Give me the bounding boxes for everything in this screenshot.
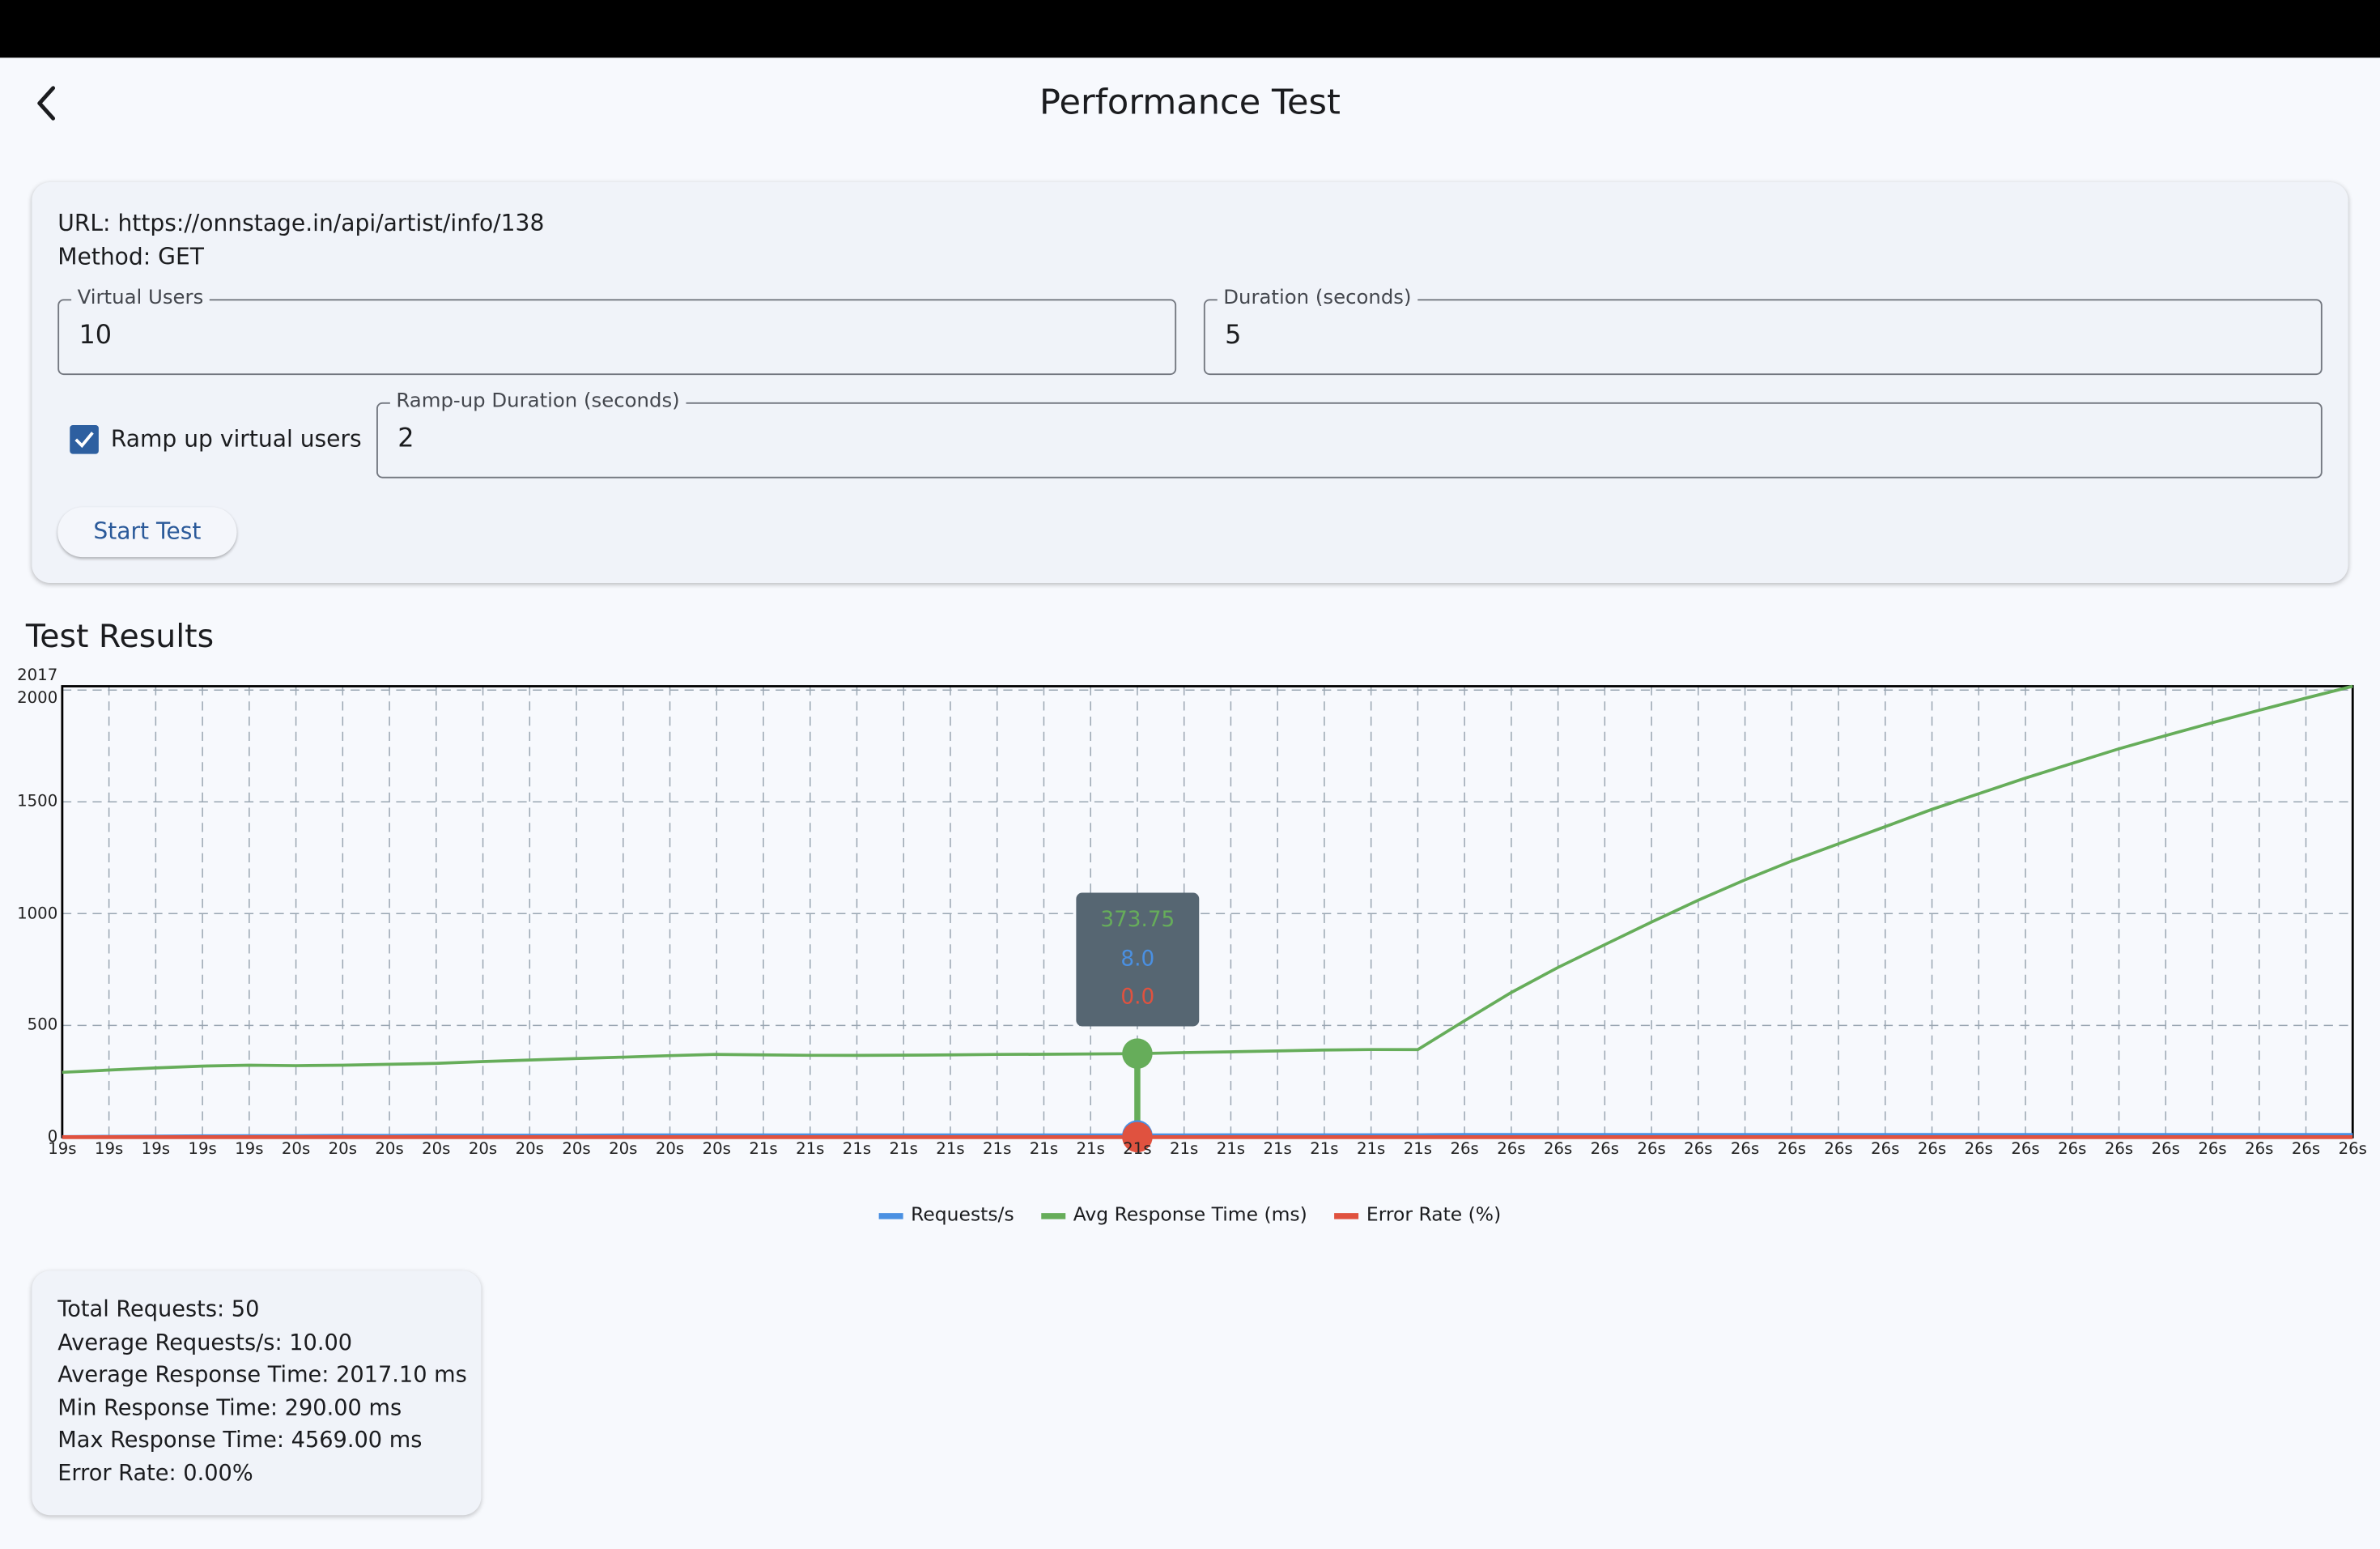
y-tick-label: 1000 [17,904,58,923]
x-tick-label: 26s [1543,1140,1573,1159]
x-tick-label: 26s [1871,1140,1900,1159]
x-tick-label: 21s [1123,1140,1152,1159]
x-tick-label: 21s [1263,1140,1292,1159]
x-tick-label: 26s [2058,1140,2087,1159]
tooltip-response-value: 373.75 [1100,908,1175,933]
start-test-button[interactable]: Start Test [57,507,237,558]
y-tick-label: 2017 [17,666,58,685]
x-tick-label: 20s [702,1140,731,1159]
x-tick-label: 26s [1824,1140,1853,1159]
url-text: URL: https://onnstage.in/api/artist/info… [57,209,545,237]
chart-legend: Requests/s Avg Response Time (ms) Error … [0,1202,2380,1225]
back-button[interactable] [28,82,70,125]
x-tick-label: 19s [235,1140,264,1159]
x-tick-label: 26s [2104,1140,2134,1159]
test-config-card: URL: https://onnstage.in/api/artist/info… [32,182,2348,583]
x-tick-label: 21s [1310,1140,1339,1159]
x-tick-label: 26s [2291,1140,2321,1159]
x-tick-label: 20s [609,1140,638,1159]
ramp-duration-input[interactable] [397,423,2147,454]
x-tick-label: 21s [796,1140,825,1159]
stat-avg-response: Average Response Time: 2017.10 ms [57,1363,467,1388]
stat-min-response: Min Response Time: 290.00 ms [57,1396,402,1421]
x-tick-label: 21s [936,1140,965,1159]
y-tick-label: 2000 [17,688,58,707]
stat-avg-requests: Average Requests/s: 10.00 [57,1330,353,1355]
duration-field[interactable]: Duration (seconds) [1203,287,2323,376]
x-tick-label: 21s [1029,1140,1059,1159]
legend-error-rate[interactable]: Error Rate (%) [1334,1202,1501,1225]
x-tick-label: 26s [2245,1140,2274,1159]
x-tick-label: 20s [515,1140,544,1159]
y-tick-label: 0 [47,1128,58,1147]
chart-tooltip: 373.75 8.0 0.0 [1076,892,1200,1027]
legend-response-time[interactable]: Avg Response Time (ms) [1041,1202,1307,1225]
x-tick-label: 26s [1497,1140,1526,1159]
x-tick-label: 21s [983,1140,1012,1159]
x-tick-label: 21s [889,1140,918,1159]
x-tick-label: 20s [422,1140,451,1159]
x-tick-label: 21s [1076,1140,1105,1159]
duration-label: Duration (seconds) [1217,287,1418,310]
x-tick-label: 26s [2151,1140,2180,1159]
x-tick-label: 21s [1403,1140,1433,1159]
y-tick-label: 1500 [17,792,58,811]
x-tick-label: 26s [2011,1140,2040,1159]
x-tick-label: 26s [2338,1140,2367,1159]
x-tick-label: 26s [1917,1140,1947,1159]
x-tick-label: 19s [94,1140,124,1159]
virtual-users-field[interactable]: Virtual Users [57,287,1177,376]
stat-total-requests: Total Requests: 50 [57,1298,260,1323]
x-tick-label: 20s [655,1140,685,1159]
x-tick-label: 19s [48,1140,77,1159]
x-tick-label: 26s [1684,1140,1713,1159]
ramp-up-checkbox[interactable] [70,425,99,454]
x-tick-label: 21s [842,1140,872,1159]
x-tick-label: 26s [1637,1140,1666,1159]
x-tick-label: 20s [562,1140,591,1159]
virtual-users-label: Virtual Users [71,287,210,310]
y-tick-label: 500 [27,1016,58,1035]
hover-point-response [1122,1038,1153,1069]
x-tick-label: 21s [1216,1140,1246,1159]
ramp-duration-label: Ramp-up Duration (seconds) [389,389,686,413]
x-tick-label: 20s [328,1140,357,1159]
page-title: Performance Test [1039,83,1341,123]
x-tick-label: 21s [1356,1140,1386,1159]
stat-error-rate: Error Rate: 0.00% [57,1461,253,1486]
x-tick-label: 26s [1777,1140,1806,1159]
legend-requests[interactable]: Requests/s [878,1202,1014,1225]
results-title: Test Results [25,618,215,655]
x-tick-label: 26s [1964,1140,1993,1159]
tooltip-requests-value: 8.0 [1120,947,1155,972]
ramp-up-checkbox-label[interactable]: Ramp up virtual users [110,425,362,453]
x-tick-label: 19s [141,1140,170,1159]
x-tick-label: 26s [1730,1140,1760,1159]
ramp-duration-field[interactable]: Ramp-up Duration (seconds) [376,389,2323,479]
stats-card: Total Requests: 50 Average Requests/s: 1… [32,1270,482,1516]
series-line-avg-response-time-ms- [62,684,2353,1075]
x-tick-label: 20s [375,1140,404,1159]
results-chart: 19s 19s 19s 19s 19s 20s 20s 20s 20s 20s 20s 20s 20s 2… [0,666,2380,1245]
x-tick-label: 26s [1450,1140,1479,1159]
x-tick-label: 26s [2198,1140,2227,1159]
checkmark-icon [74,432,94,449]
stat-max-response: Max Response Time: 4569.00 ms [57,1428,423,1453]
x-tick-label: 20s [281,1140,311,1159]
method-text: Method: GET [57,243,204,270]
duration-input[interactable] [1225,320,2229,351]
tooltip-error-value: 0.0 [1120,985,1155,1010]
plot-border [61,685,2354,1138]
top-bar [0,0,2380,58]
chart-svg [61,684,2354,1153]
x-tick-label: 21s [1170,1140,1199,1159]
virtual-users-input[interactable] [79,320,1083,351]
x-tick-label: 21s [749,1140,778,1159]
hover-point-error [1122,1121,1153,1153]
x-tick-label: 26s [1590,1140,1620,1159]
x-tick-label: 20s [468,1140,498,1159]
chevron-left-icon [37,86,56,121]
x-tick-label: 19s [188,1140,217,1159]
